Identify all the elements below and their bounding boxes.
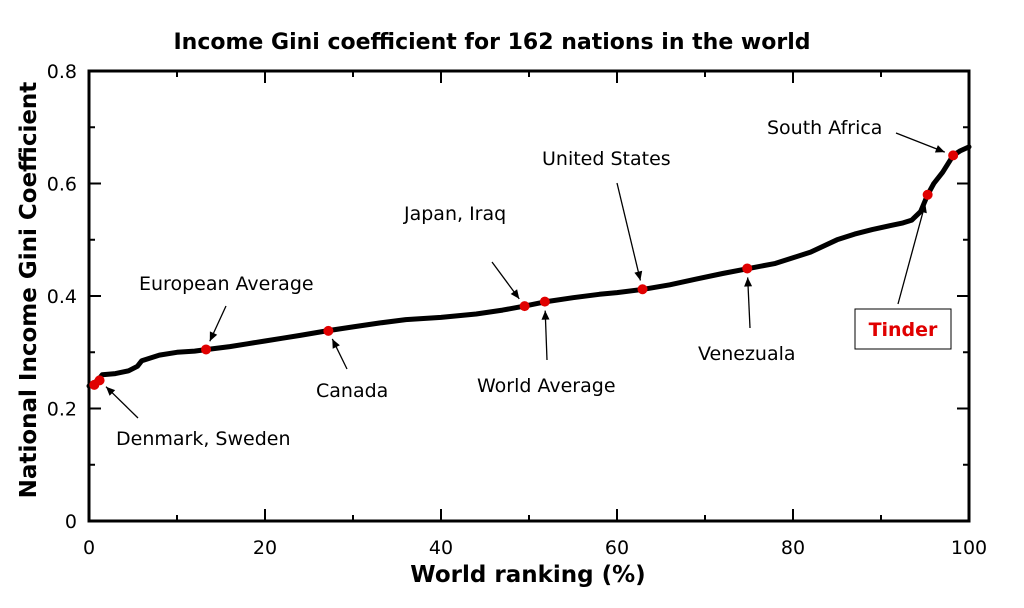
x-axis-label: World ranking (%)	[410, 562, 645, 588]
annotation-arrows	[105, 132, 946, 419]
x-tick-label: 0	[83, 537, 95, 559]
tinder-label-box	[854, 308, 952, 350]
highlight-point	[323, 325, 334, 336]
highlight-point	[94, 375, 105, 386]
annotation-arrow-head	[541, 310, 550, 320]
annotation-label: World Average	[477, 375, 616, 397]
y-tick-label: 0.8	[47, 61, 77, 83]
annotation-arrow-line	[616, 182, 642, 281]
annotation-arrow-head	[934, 145, 945, 153]
x-tick-label: 40	[429, 537, 453, 559]
highlight-point	[948, 150, 959, 161]
annotation-arrow-line	[897, 203, 926, 305]
annotation-label: Japan, Iraq	[403, 203, 506, 225]
highlight-point	[742, 263, 753, 274]
annotation-label-highlight: Tinder	[869, 319, 938, 341]
x-tick-label: 80	[781, 537, 805, 559]
annotation-arrow-head	[919, 203, 927, 214]
annotation-arrow-head	[634, 270, 643, 281]
y-tick-label: 0	[65, 511, 77, 533]
highlight-point	[519, 301, 530, 312]
y-tick-label: 0.4	[47, 286, 77, 308]
x-tick-label: 60	[605, 537, 629, 559]
x-tick-label: 100	[951, 537, 987, 559]
highlight-point	[637, 284, 648, 295]
annotation-label: United States	[542, 148, 671, 170]
annotation-arrow-head	[332, 339, 340, 349]
axis-tick-labels: 0 20 40 60 80 100 0 0.2 0.4 0.6 0.8	[47, 61, 987, 559]
annotation-label: Denmark, Sweden	[116, 428, 291, 450]
highlight-point	[539, 296, 550, 307]
annotation-arrow-head	[744, 277, 753, 287]
annotation-arrow-head	[209, 331, 218, 342]
annotations: Denmark, Sweden European Average Canada …	[116, 117, 938, 450]
series-line	[86, 144, 972, 389]
y-axis-label: National Income Gini Coefficient	[16, 82, 42, 499]
annotation-arrow-head	[510, 289, 520, 299]
annotation-label: Venezuala	[698, 343, 796, 365]
annotation-label: Canada	[316, 380, 388, 402]
y-tick-label: 0.2	[47, 399, 77, 421]
y-tick-label: 0.6	[47, 174, 77, 196]
annotation-label: South Africa	[767, 117, 882, 139]
highlight-point	[922, 189, 933, 200]
annotation-arrow-head	[106, 386, 116, 396]
plot-frame	[87, 69, 971, 523]
annotation-label: European Average	[139, 273, 314, 295]
highlight-point	[201, 344, 212, 355]
x-tick-label: 20	[253, 537, 277, 559]
chart-title: Income Gini coefficient for 162 nations …	[174, 30, 811, 55]
highlight-points	[89, 150, 959, 390]
